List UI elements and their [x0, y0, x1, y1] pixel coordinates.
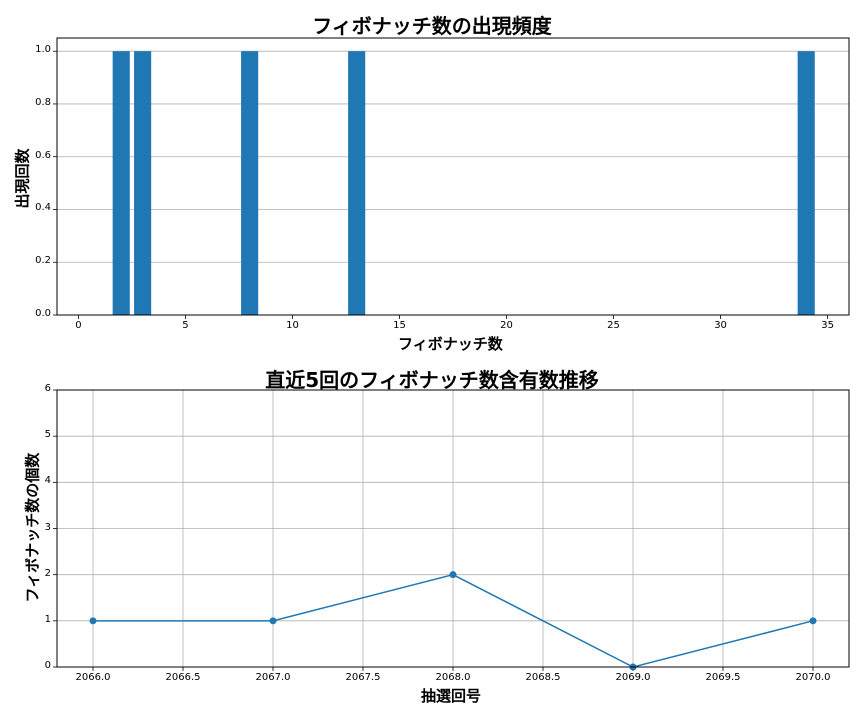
y-tick-label: 4 — [44, 475, 51, 487]
bottom-chart-xlabel: 抽選回号 — [421, 687, 482, 705]
bottom-chart-title: 直近5回のフィボナッチ数含有数推移 — [265, 368, 599, 392]
bar — [348, 51, 366, 315]
y-tick-label: 0.2 — [35, 255, 51, 267]
x-tick-label: 35 — [821, 320, 834, 331]
x-tick-label: 2066.0 — [75, 672, 111, 683]
y-tick-label: 6 — [44, 383, 51, 394]
y-tick-label: 0 — [44, 660, 51, 671]
x-tick-label: 20 — [500, 320, 513, 331]
bar — [112, 51, 130, 315]
bottom-line-chart — [53, 389, 850, 671]
x-tick-label: 0 — [75, 320, 82, 331]
data-point-marker — [449, 571, 457, 579]
y-tick-label: 2 — [44, 567, 51, 579]
bar — [241, 51, 259, 315]
x-tick-label: 2067.0 — [255, 672, 291, 683]
x-tick-label: 2069.5 — [705, 672, 741, 683]
y-tick-label: 1.0 — [35, 44, 51, 56]
x-tick-label: 15 — [393, 320, 406, 331]
y-tick-label: 0.4 — [35, 202, 51, 214]
x-tick-label: 2069.0 — [615, 672, 651, 683]
x-tick-label: 10 — [286, 320, 299, 331]
axes-frame — [56, 389, 850, 668]
x-tick-label: 2068.0 — [435, 672, 471, 683]
y-tick-label: 0.6 — [35, 149, 51, 161]
bar — [134, 51, 152, 315]
top-chart-title: フィボナッチ数の出現頻度 — [312, 14, 552, 38]
x-tick-label: 5 — [182, 320, 189, 331]
data-point-marker — [269, 617, 277, 625]
y-tick-label: 3 — [44, 521, 51, 533]
y-tick-label: 0.8 — [35, 96, 51, 108]
y-tick-label: 1 — [44, 613, 51, 625]
data-point-marker — [809, 617, 817, 625]
x-tick-label: 25 — [607, 320, 620, 331]
y-tick-label: 0.0 — [35, 308, 51, 319]
top-bar-chart — [53, 37, 850, 319]
y-tick-label: 5 — [44, 429, 51, 441]
x-tick-label: 2070.0 — [795, 672, 831, 683]
top-chart-xlabel: フィボナッチ数 — [398, 335, 503, 353]
x-tick-label: 2067.5 — [345, 672, 381, 683]
x-tick-label: 30 — [714, 320, 727, 331]
bar — [797, 51, 815, 315]
x-tick-label: 2068.5 — [525, 672, 561, 683]
axes-frame — [56, 37, 850, 316]
x-tick-label: 2066.5 — [165, 672, 201, 683]
data-point-marker — [89, 617, 97, 625]
